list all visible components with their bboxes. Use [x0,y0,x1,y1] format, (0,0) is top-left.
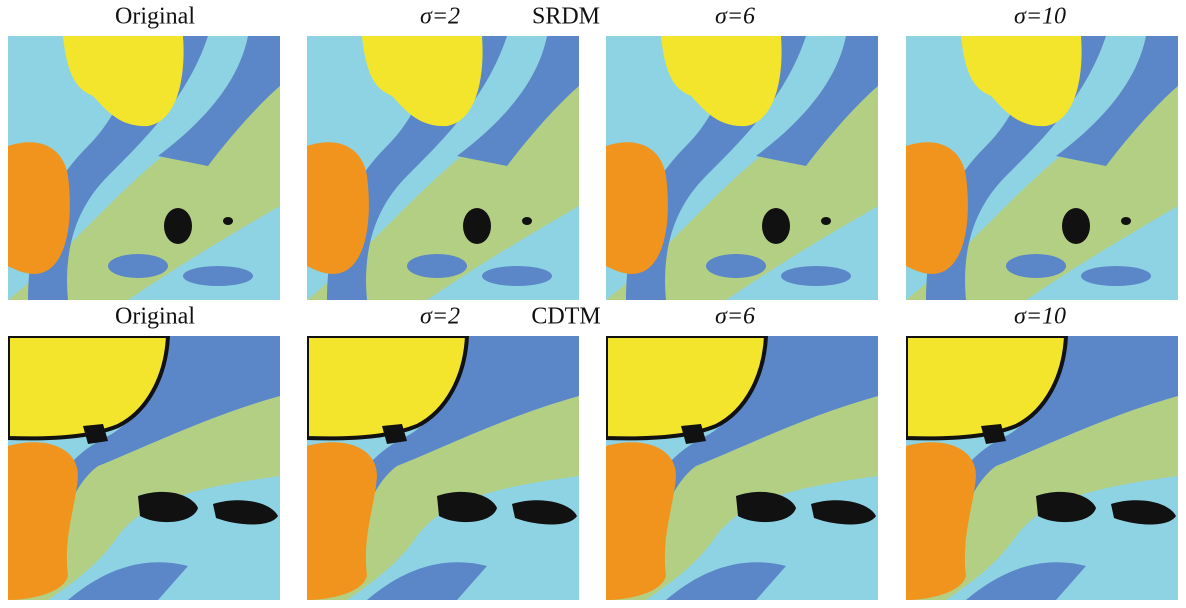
figure: Original σ=2 SRDM σ=6 σ=10 Original σ=2 … [0,0,1186,608]
segmentation-map [307,336,579,600]
panel-label: σ=10 [1014,304,1066,330]
segmentation-map [606,336,878,600]
panel-label: σ=6 [715,304,755,330]
row-srdm: Original σ=2 SRDM σ=6 σ=10 [8,4,1178,301]
segmentation-map [906,336,1178,600]
panel-label: σ=6 [715,4,755,30]
row-cdtm: Original σ=2 CDTM σ=6 σ=10 [8,304,1178,601]
method-label: SRDM [532,4,600,30]
panel-label: σ=2 [420,4,460,30]
panel-label: σ=10 [1014,4,1066,30]
segmentation-map [307,36,579,300]
segmentation-map [8,336,280,600]
segmentation-map [606,36,878,300]
method-label: CDTM [531,304,600,330]
panel-label: σ=2 [420,304,460,330]
segmentation-map [906,36,1178,300]
panel-label: Original [115,4,195,30]
segmentation-map [8,36,280,300]
panel-label: Original [115,304,195,330]
